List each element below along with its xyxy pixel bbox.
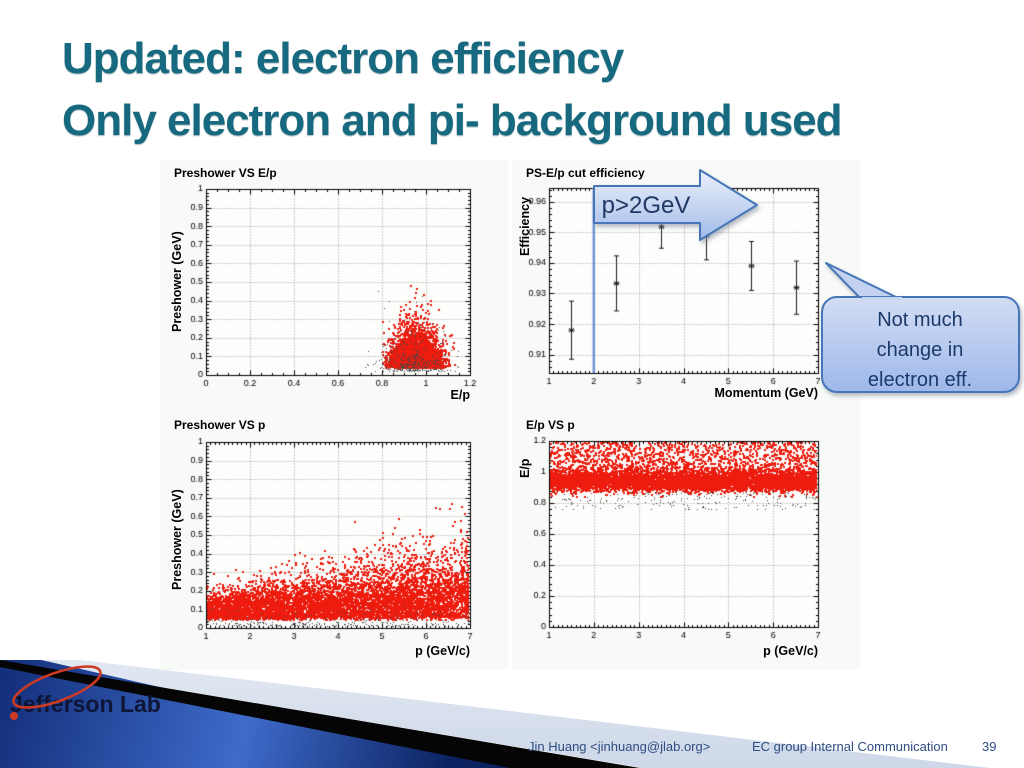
logo-orbit-dot xyxy=(10,712,18,720)
callout-text: Not much change in electron eff. xyxy=(867,309,973,391)
footer: Jefferson Lab Jin Huang <jinhuang@jlab.o… xyxy=(0,660,1024,768)
plot-title: E/p VS p xyxy=(526,418,575,432)
x-axis-label: Momentum (GeV) xyxy=(714,386,818,400)
chart-canvas-preshower-vs-p xyxy=(160,412,508,670)
slide-title: Updated: electron efficiency Only electr… xyxy=(62,28,843,152)
footer-page-number: 39 xyxy=(982,739,997,754)
p-cut-arrow-label: p>2GeV xyxy=(602,192,691,219)
y-axis-label: Efficiency xyxy=(518,196,532,256)
x-axis-label: p (GeV/c) xyxy=(415,644,470,658)
plot-preshower-vs-eop: Preshower VS E/p Preshower (GeV) E/p xyxy=(160,160,508,412)
plot-title: Preshower VS E/p xyxy=(174,166,277,180)
right-arrow-shape xyxy=(593,169,758,241)
chart-canvas-eop-vs-p xyxy=(512,412,860,670)
footer-black-stripe xyxy=(0,660,640,768)
footer-context: EC group Internal Communication xyxy=(752,739,948,754)
footer-ribbons xyxy=(0,660,991,768)
plot-title: Preshower VS p xyxy=(174,418,266,432)
plot-title: PS-E/p cut efficiency xyxy=(526,166,645,180)
plot-preshower-vs-p: Preshower VS p Preshower (GeV) p (GeV/c) xyxy=(160,412,508,670)
plot-eop-vs-p: E/p VS p E/p p (GeV/c) xyxy=(512,412,860,670)
slide-title-line1: Updated: electron efficiency xyxy=(62,34,624,83)
chart-canvas-preshower-vs-eop xyxy=(160,160,508,412)
footer-pale-band xyxy=(0,660,991,768)
comment-callout xyxy=(821,262,1020,393)
slide-title-line2: Only electron and pi- background used xyxy=(62,96,843,145)
callout-bubble xyxy=(821,296,1020,393)
x-axis-label: E/p xyxy=(450,388,470,402)
jefferson-lab-logo-text: Jefferson Lab xyxy=(10,691,161,717)
y-axis-label: E/p xyxy=(518,458,532,478)
callout-tail xyxy=(825,262,903,301)
y-axis-label: Preshower (GeV) xyxy=(170,231,184,332)
p-cut-arrow-callout: p>2GeV xyxy=(593,169,758,241)
y-axis-label: Preshower (GeV) xyxy=(170,489,184,590)
logo-orbit-icon xyxy=(12,665,102,709)
footer-author: Jin Huang <jinhuang@jlab.org> xyxy=(528,739,711,754)
jefferson-lab-logo: Jefferson Lab xyxy=(10,665,161,720)
x-axis-label: p (GeV/c) xyxy=(763,644,818,658)
